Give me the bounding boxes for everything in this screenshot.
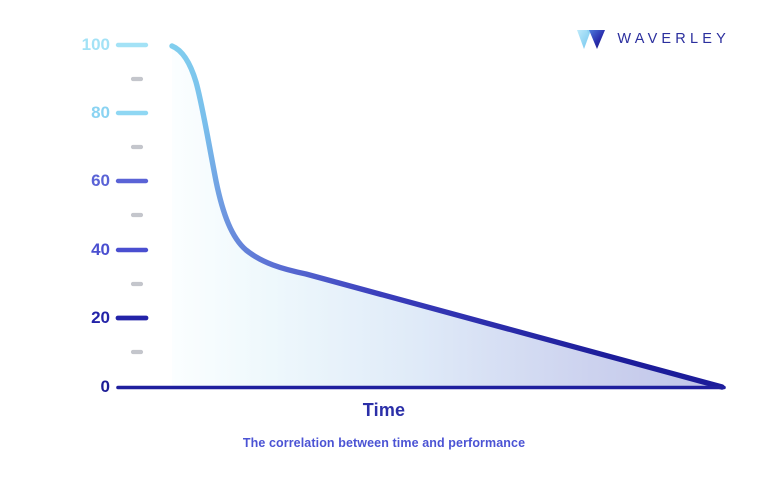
brand-logo: WAVERLEY [577,30,730,49]
y-tick-label-60: 60 [91,171,110,190]
y-tick-label-100: 100 [81,35,110,54]
waverley-w-logo-icon [577,30,606,49]
y-axis-tick-labels: 100 80 60 40 20 0 [58,0,110,485]
brand-name: WAVERLEY [617,31,730,48]
y-tick-label-0: 0 [100,377,110,396]
performance-line [169,43,725,390]
x-axis-title: Time [362,400,406,420]
y-tick-label-20: 20 [91,308,110,327]
area-fill [172,46,722,387]
y-tick-label-80: 80 [91,103,110,122]
y-tick-label-40: 40 [91,240,110,259]
chart-caption: The correlation between time and perform… [242,436,526,450]
